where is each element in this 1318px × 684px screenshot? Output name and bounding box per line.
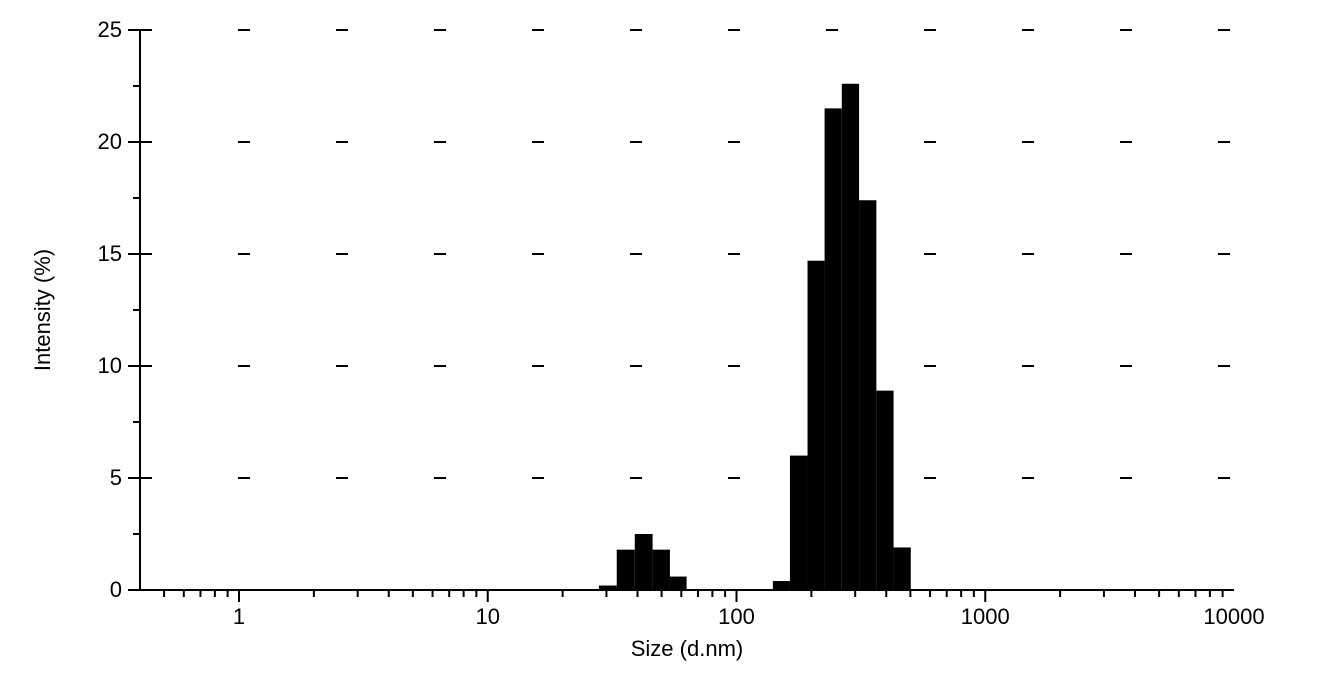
- x-tick-label: 10000: [1203, 604, 1264, 629]
- y-tick-label: 0: [110, 577, 122, 602]
- x-tick-label: 1: [233, 604, 245, 629]
- y-tick-label: 25: [98, 17, 122, 42]
- y-tick-label: 5: [110, 465, 122, 490]
- y-tick-label: 15: [98, 241, 122, 266]
- y-axis-label: Intensity (%): [30, 249, 55, 371]
- y-tick-label: 20: [98, 129, 122, 154]
- chart-svg: 1 10 100 1000 10000 0 5 10 15 20 25 Size (d.nm) Inte…: [0, 0, 1318, 684]
- x-tick-label: 1000: [961, 604, 1010, 629]
- size-distribution-chart: 1 10 100 1000 10000 0 5 10 15 20 25 Size (d.nm) Inte…: [0, 0, 1318, 684]
- x-axis-label: Size (d.nm): [631, 636, 743, 661]
- x-tick-label: 10: [475, 604, 499, 629]
- x-tick-label: 100: [718, 604, 755, 629]
- y-tick-label: 10: [98, 353, 122, 378]
